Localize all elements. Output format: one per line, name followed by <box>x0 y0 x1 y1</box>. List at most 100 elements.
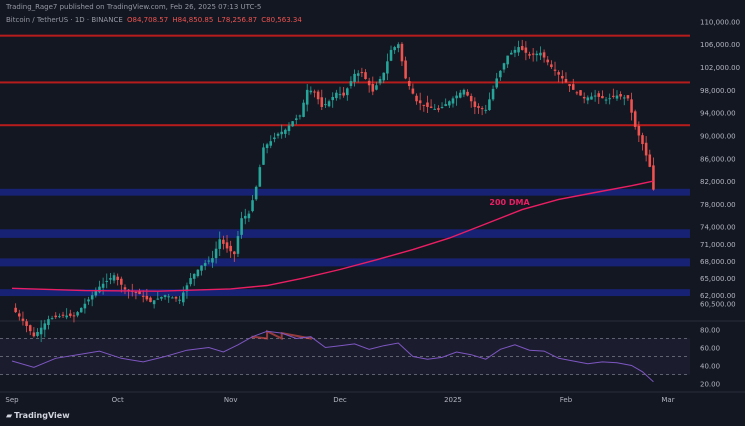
price-tick-label: 90,000.00 <box>700 132 736 140</box>
candle-body <box>582 96 586 99</box>
candle-body <box>178 299 181 301</box>
candle-body <box>207 260 211 262</box>
candle-body <box>510 52 513 55</box>
candle-body <box>152 300 156 305</box>
price-tick-label: 94,000.00 <box>700 110 736 118</box>
candle-body <box>641 135 644 145</box>
symbol-legend[interactable]: Bitcoin / TetherUS · 1D · BINANCE O84,70… <box>6 16 302 24</box>
price-tick-label: 106,000.00 <box>700 41 740 49</box>
price-tick-label: 71,000.00 <box>700 241 736 249</box>
candle-body <box>561 75 564 79</box>
candle-body <box>520 46 524 50</box>
candle-body <box>109 278 112 280</box>
rsi-tick-label: 20.00 <box>700 381 720 389</box>
candle-body <box>123 287 127 290</box>
price-tick-label: 82,000.00 <box>700 178 736 186</box>
candle-body <box>236 236 240 254</box>
candle-body <box>389 49 393 61</box>
time-tick-label: Feb <box>560 396 573 404</box>
time-tick-label: Dec <box>333 396 347 404</box>
candle-body <box>590 96 593 100</box>
price-tick-label: 68,000.00 <box>700 258 736 266</box>
candle-body <box>455 95 458 99</box>
candle-body <box>495 78 498 88</box>
price-tick-label: 110,000.00 <box>700 18 740 26</box>
candle-body <box>418 100 422 104</box>
candle-body <box>47 319 50 326</box>
symbol-name: Bitcoin / TetherUS · 1D · BINANCE <box>6 16 123 24</box>
candle-body <box>76 312 79 316</box>
candle-body <box>225 242 229 249</box>
candle-body <box>608 98 611 100</box>
candle-body <box>364 72 367 80</box>
candle-body <box>513 49 517 53</box>
brand-name: TradingView <box>14 411 70 420</box>
candle-body <box>79 307 83 313</box>
ohlc-high: H84,850.85 <box>172 16 214 24</box>
candle-body <box>116 276 119 280</box>
candle-body <box>615 95 619 99</box>
candle-body <box>302 102 305 117</box>
candle-body <box>305 89 309 105</box>
candle-body <box>542 52 546 58</box>
candle-body <box>386 61 389 74</box>
candle-body <box>291 121 294 127</box>
candle-body <box>473 101 477 107</box>
candle-body <box>429 106 433 108</box>
candle-body <box>371 83 375 92</box>
candle-body <box>531 53 535 55</box>
candle-body <box>571 84 575 90</box>
price-tick-label: 60,500.00 <box>700 301 736 309</box>
resistance-line-1 <box>0 81 690 84</box>
candle-body <box>335 92 338 99</box>
candle-body <box>437 108 440 110</box>
ohlc-low: L78,256.87 <box>217 16 258 24</box>
candle-body <box>182 292 185 303</box>
candle-body <box>400 43 404 62</box>
candle-body <box>535 53 539 56</box>
support-zone-2 <box>0 258 690 267</box>
candle-body <box>134 291 138 293</box>
candle-body <box>14 307 17 313</box>
candle-body <box>192 273 196 279</box>
dma-200-line <box>11 180 654 292</box>
candle-body <box>586 97 590 101</box>
candle-body <box>90 295 94 300</box>
candle-body <box>25 321 28 326</box>
price-tick-label: 86,000.00 <box>700 155 736 163</box>
candle-body <box>440 106 444 108</box>
candle-body <box>254 186 258 200</box>
time-axis: Sep Oct Nov Dec 2025 Feb Mar <box>5 396 674 404</box>
candle-body <box>506 55 509 65</box>
candle-body <box>273 137 276 140</box>
tradingview-brand[interactable]: ▰ TradingView <box>6 411 70 420</box>
candle-body <box>251 200 254 212</box>
candle-body <box>637 125 641 136</box>
candle-body <box>284 129 287 134</box>
price-tick-label: 102,000.00 <box>700 64 740 72</box>
candle-body <box>313 91 316 93</box>
candle-body <box>426 102 429 107</box>
support-zone-3 <box>0 289 690 297</box>
candle-body <box>87 299 90 302</box>
candle-body <box>630 99 633 113</box>
candle-body <box>524 47 528 53</box>
candle-body <box>338 94 342 96</box>
candle-body <box>163 295 167 297</box>
candle-body <box>612 95 615 97</box>
candle-body <box>539 52 542 56</box>
candle-body <box>28 325 32 332</box>
candle-body <box>298 115 302 117</box>
candle-body <box>65 315 68 318</box>
candle-body <box>375 85 378 90</box>
rsi-tick-label: 80.00 <box>700 327 720 335</box>
candle-body <box>43 323 47 330</box>
candle-body <box>171 297 174 299</box>
tradingview-logo-icon: ▰ <box>6 411 13 420</box>
candle-body <box>597 93 601 97</box>
candle-body <box>174 296 178 299</box>
candle-body <box>269 141 273 146</box>
candle-body <box>141 295 145 297</box>
candle-body <box>196 269 200 277</box>
